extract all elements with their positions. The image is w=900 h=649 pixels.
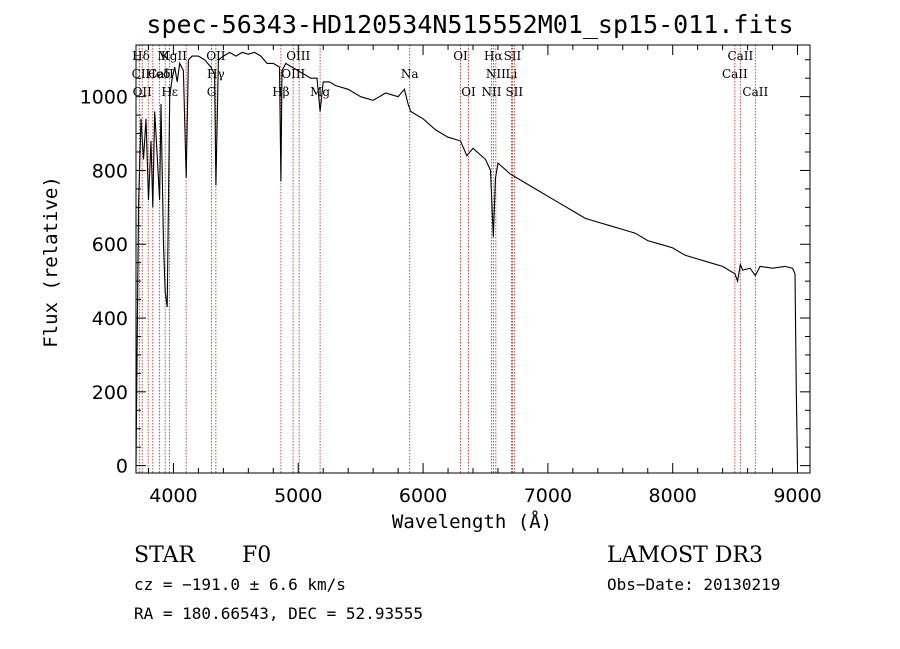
- y-axis-label: Flux (relative): [40, 176, 62, 348]
- chart-title: spec-56343-HD120534N515552M01_sp15-011.f…: [146, 10, 793, 39]
- plot-frame: [135, 44, 811, 474]
- spectral-line-label: SII: [505, 85, 523, 99]
- x-axis-ticks: 4000 5000 6000 7000 8000 9000: [147, 45, 822, 507]
- y-tick-label: 0: [116, 456, 128, 478]
- y-tick-label: 800: [92, 160, 128, 182]
- survey-name: LAMOST DR3: [607, 543, 763, 568]
- spectral-line-label: NII: [486, 67, 506, 81]
- spectral-line-label: CaII: [742, 85, 768, 99]
- x-tick-label: 6000: [399, 485, 447, 507]
- y-tick-label: 600: [92, 234, 128, 256]
- x-tick-label: 9000: [773, 485, 821, 507]
- x-tick-label: 8000: [649, 485, 697, 507]
- spectral-line-label: OI: [453, 49, 468, 63]
- spectral-line-label: OI: [461, 85, 476, 99]
- spectral-line-label: Hδ: [132, 49, 150, 63]
- y-tick-label: 200: [92, 382, 128, 404]
- emission-line-markers: [138, 45, 756, 473]
- spectral-line-label: Hα: [484, 49, 503, 63]
- obs-date-text: Obs−Date: 20130219: [607, 575, 780, 594]
- spectrum-line: [135, 51, 799, 466]
- spectral-line-label: OIII: [286, 49, 310, 63]
- redshift-text: cz = −191.0 ± 6.6 km/s: [134, 575, 346, 594]
- spectral-line-label: NII: [481, 85, 501, 99]
- spectral-line-label: Na: [401, 67, 419, 81]
- spectral-line-label: SII: [504, 49, 522, 63]
- spectral-line-label: Heδ: [145, 67, 170, 81]
- spectral-line-label: MgII: [157, 49, 187, 63]
- spectral-line-label: CaII: [148, 67, 174, 81]
- x-tick-label: 4000: [149, 485, 197, 507]
- x-tick-label: 7000: [524, 485, 572, 507]
- y-tick-label: 1000: [80, 87, 128, 109]
- y-axis-ticks: 0 200 400 600 800 1000: [80, 59, 810, 478]
- x-axis-label: Wavelength (Å): [392, 510, 552, 533]
- spectral-line-label: Hε: [161, 85, 178, 99]
- spectral-line-label: Hβ: [272, 85, 289, 99]
- spectral-line-label: OII: [206, 49, 226, 63]
- spectral-line-label: CII: [132, 67, 151, 81]
- spectral-line-label: G: [207, 85, 217, 99]
- spectral-line-label: CaII: [727, 49, 753, 63]
- x-tick-label: 5000: [274, 485, 322, 507]
- object-subclass: F0: [242, 543, 271, 568]
- y-tick-label: 400: [92, 308, 128, 330]
- coords-text: RA = 180.66543, DEC = 52.93555: [134, 604, 423, 623]
- object-class: STAR: [134, 543, 196, 568]
- spectral-line-label: K: [161, 49, 171, 63]
- spectral-line-label: Hγ: [207, 67, 225, 81]
- spectral-line-label: OII: [133, 85, 153, 99]
- spectral-line-label: CaII: [722, 67, 748, 81]
- plot-area: [135, 51, 799, 466]
- spectral-line-label: OIII: [281, 67, 305, 81]
- spectral-line-label: Li: [506, 67, 518, 81]
- spectral-line-label: Mg: [310, 85, 330, 99]
